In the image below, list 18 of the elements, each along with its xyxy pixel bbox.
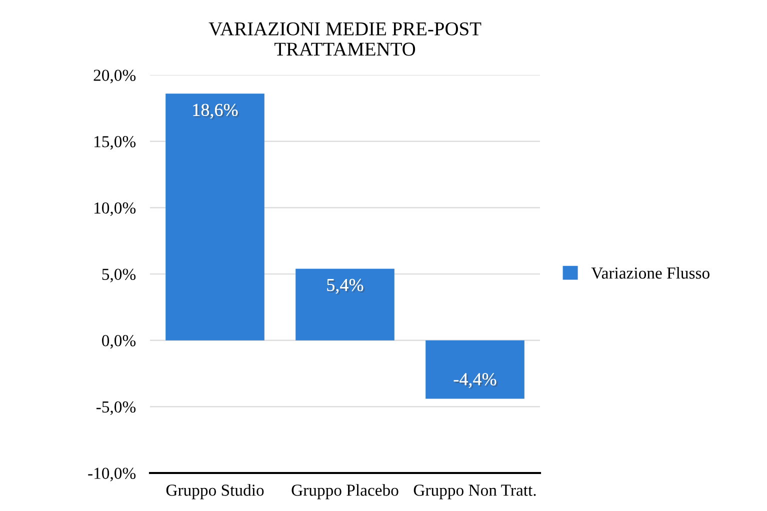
x-tick-label: Gruppo Placebo xyxy=(292,484,398,500)
y-tick-label: 10,0% xyxy=(94,202,136,216)
legend-label: Variazione Flusso xyxy=(591,266,710,279)
x-tick-label: Gruppo Non Tratt. xyxy=(414,484,536,500)
y-tick-label: 20,0% xyxy=(94,70,136,84)
data-label: 5,4% xyxy=(327,278,365,296)
y-tick-label: 5,0% xyxy=(102,268,136,282)
chart-title: VARIAZIONI MEDIE PRE-POST TRATTAMENTO xyxy=(208,22,482,56)
y-tick-label: 15,0% xyxy=(94,136,136,150)
y-tick-label: -10,0% xyxy=(88,468,136,482)
bar xyxy=(296,268,394,340)
y-tick-label: 0,0% xyxy=(102,335,136,349)
x-tick-label: Gruppo Studio xyxy=(166,484,264,500)
bar xyxy=(166,94,264,340)
data-label: -4,4% xyxy=(454,373,498,390)
bar xyxy=(426,340,524,399)
data-label: 18,6% xyxy=(193,104,240,120)
y-tick-label: -5,0% xyxy=(96,401,136,416)
